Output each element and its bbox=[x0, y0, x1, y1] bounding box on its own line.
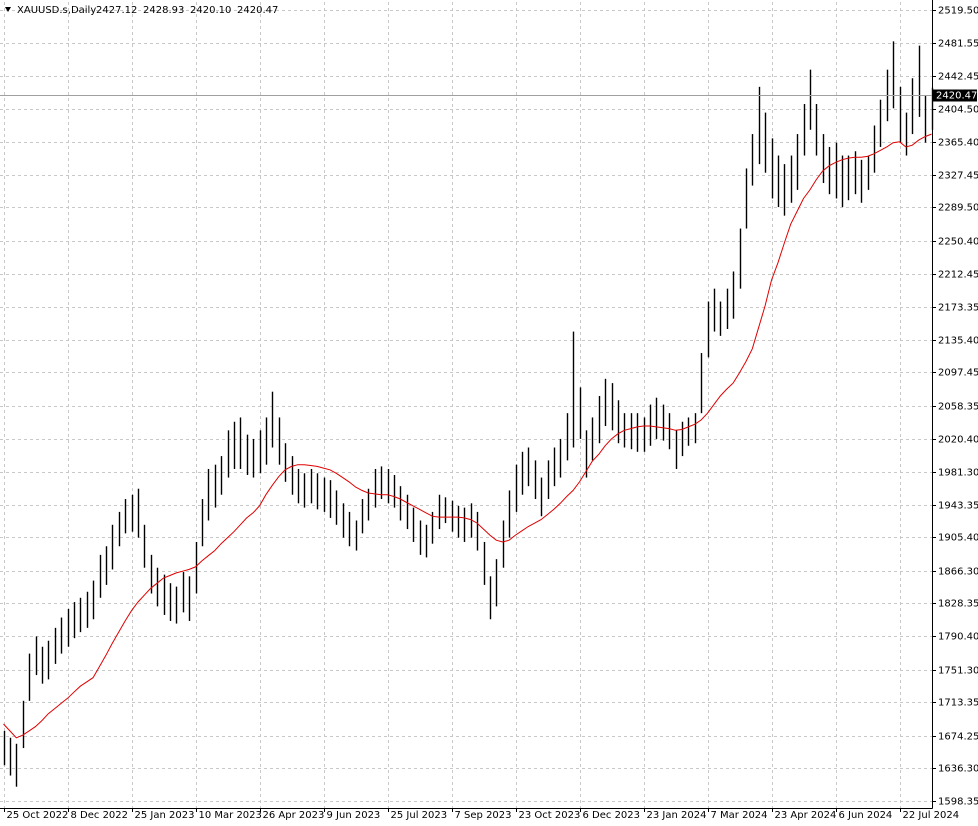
y-tick-label: 1905.40 bbox=[938, 533, 978, 544]
y-tick-label: 1943.35 bbox=[938, 501, 978, 512]
y-tick-label: 1636.30 bbox=[938, 764, 978, 775]
y-tick-label: 1598.35 bbox=[938, 797, 978, 808]
y-tick-label: 2173.35 bbox=[938, 303, 978, 314]
y-tick-label: 1790.40 bbox=[938, 632, 978, 643]
moving-average bbox=[3, 133, 932, 739]
y-tick-label: 2365.40 bbox=[938, 138, 978, 149]
x-tick-label: 23 Apr 2024 bbox=[775, 810, 837, 821]
y-tick-label: 2135.40 bbox=[938, 336, 978, 347]
y-tick-label: 2020.40 bbox=[938, 435, 978, 446]
y-tick-label: 2404.50 bbox=[938, 105, 978, 116]
x-tick-label: 23 Oct 2023 bbox=[519, 810, 581, 821]
x-tick-label: 25 Jan 2023 bbox=[135, 810, 195, 821]
y-tick-label: 2289.50 bbox=[938, 203, 978, 214]
y-tick-label: 2442.45 bbox=[938, 72, 978, 83]
y-tick-label: 1751.30 bbox=[938, 666, 978, 677]
y-tick-label: 2250.40 bbox=[938, 237, 978, 248]
x-tick-label: 6 Jun 2024 bbox=[839, 810, 893, 821]
header-value: 2420.10 bbox=[190, 5, 231, 16]
y-tick-label: 1866.30 bbox=[938, 567, 978, 578]
last-price-label: 2420.47 bbox=[936, 91, 977, 102]
y-tick-label: 2327.45 bbox=[938, 171, 978, 182]
marks bbox=[0, 41, 934, 787]
x-tick-label: 23 Jan 2024 bbox=[647, 810, 707, 821]
y-tick-label: 2058.35 bbox=[938, 402, 978, 413]
y-tick-label: 1674.25 bbox=[938, 732, 978, 743]
x-tick-label: 25 Jul 2023 bbox=[391, 810, 448, 821]
last-price-box bbox=[933, 89, 977, 102]
x-tick-label: 8 Dec 2022 bbox=[71, 810, 129, 821]
axes: 2519.50 2481.55 2442.45 2404.50 2365.40 2327.… bbox=[4, 6, 978, 821]
x-tick-label: 9 Jun 2023 bbox=[327, 810, 381, 821]
x-tick-label: 22 Jul 2024 bbox=[903, 810, 960, 821]
x-tick-label: 26 Apr 2023 bbox=[263, 810, 325, 821]
header-value: 2420.47 bbox=[237, 5, 278, 16]
y-tick-label: 2519.50 bbox=[938, 6, 978, 17]
x-tick-label: 6 Dec 2023 bbox=[583, 810, 641, 821]
symbol: XAUUSD.s,Daily bbox=[17, 5, 96, 16]
y-tick-label: 2481.55 bbox=[938, 39, 978, 50]
grid bbox=[0, 2, 932, 808]
menu-triangle[interactable] bbox=[5, 7, 11, 12]
header-value: 2428.93 bbox=[143, 5, 184, 16]
x-tick-label: 25 Oct 2022 bbox=[7, 810, 69, 821]
y-tick-label: 2097.45 bbox=[938, 368, 978, 379]
y-tick-label: 1713.35 bbox=[938, 698, 978, 709]
header-value: 2427.12 bbox=[96, 5, 137, 16]
x-tick-label: 7 Sep 2023 bbox=[455, 810, 512, 821]
x-tick-label: 7 Mar 2024 bbox=[711, 810, 768, 821]
y-tick-label: 1981.30 bbox=[938, 468, 978, 479]
x-tick-label: 10 Mar 2023 bbox=[199, 810, 262, 821]
y-tick-label: 1828.35 bbox=[938, 599, 978, 610]
y-tick-label: 2212.45 bbox=[938, 270, 978, 281]
